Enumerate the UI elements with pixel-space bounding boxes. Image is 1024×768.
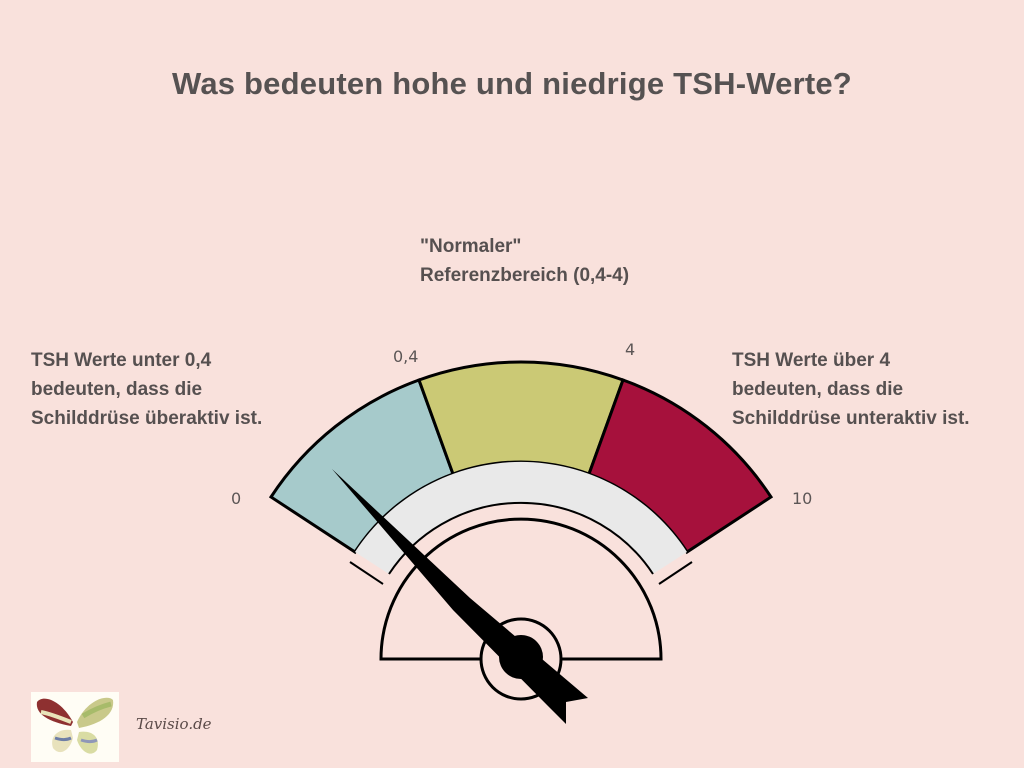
high-value-note: TSH Werte über 4 bedeuten, dass die Schi… xyxy=(732,346,970,433)
gauge-needle xyxy=(332,469,588,724)
tick-label-10: 10 xyxy=(792,489,813,508)
note-line: Referenzbereich (0,4-4) xyxy=(420,265,630,286)
gauge-dial-frame xyxy=(379,517,663,661)
note-line: Schilddrüse unteraktiv ist. xyxy=(732,408,970,429)
note-line: TSH Werte unter 0,4 xyxy=(31,350,212,371)
butterfly-logo-icon xyxy=(31,692,119,762)
gauge-inner-arc xyxy=(388,501,654,575)
tick-label-0: 0 xyxy=(231,489,242,508)
tick-label-4: 4 xyxy=(625,340,636,359)
note-line: "Normaler" xyxy=(420,236,522,257)
note-line: bedeuten, dass die xyxy=(31,379,203,400)
low-value-note: TSH Werte unter 0,4 bedeuten, dass die S… xyxy=(31,346,262,433)
tick-label-0-4: 0,4 xyxy=(393,347,419,366)
gauge-segment-normal xyxy=(417,360,625,476)
note-line: TSH Werte über 4 xyxy=(732,350,891,371)
gauge-inner-band xyxy=(355,461,687,574)
note-line: bedeuten, dass die xyxy=(732,379,904,400)
page-title: Was bedeuten hohe und niedrige TSH-Werte… xyxy=(172,66,852,101)
note-line: Schilddrüse überaktiv ist. xyxy=(31,408,263,429)
normal-range-note: "Normaler" Referenzbereich (0,4-4) xyxy=(420,232,629,290)
brand-name: Tavisio.de xyxy=(136,715,212,733)
